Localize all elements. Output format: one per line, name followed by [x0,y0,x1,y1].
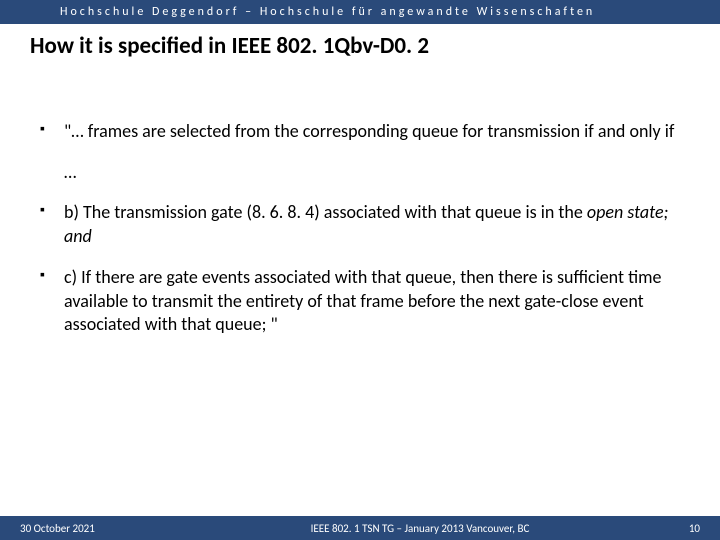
bullet-1: ▪ "… frames are selected from the corres… [40,120,680,143]
footer-date: 30 October 2021 [0,522,180,535]
footer-meeting: IEEE 802. 1 TSN TG – January 2013 Vancou… [180,522,660,535]
bullet-marker: ▪ [40,201,64,248]
bullet-text: b) The transmission gate (8. 6. 8. 4) as… [64,201,680,248]
slide-title: How it is specified in IEEE 802. 1Qbv-D0… [0,24,720,60]
institution-name: Hochschule Deggendorf – Hochschule für a… [60,5,595,19]
footer-page-number: 10 [660,522,720,535]
bullet-3: ▪ c) If there are gate events associated… [40,266,680,336]
footer-bar: 30 October 2021 IEEE 802. 1 TSN TG – Jan… [0,516,720,540]
ellipsis: … [64,161,680,183]
bullet-2-prefix: b) The transmission gate (8. 6. 8. 4) as… [64,201,587,223]
bullet-text: c) If there are gate events associated w… [64,266,680,336]
bullet-text: "… frames are selected from the correspo… [64,120,680,143]
bullet-marker: ▪ [40,120,64,143]
header-bar: Hochschule Deggendorf – Hochschule für a… [0,0,720,24]
bullet-2: ▪ b) The transmission gate (8. 6. 8. 4) … [40,201,680,248]
content-area: ▪ "… frames are selected from the corres… [0,60,720,336]
bullet-marker: ▪ [40,266,64,336]
